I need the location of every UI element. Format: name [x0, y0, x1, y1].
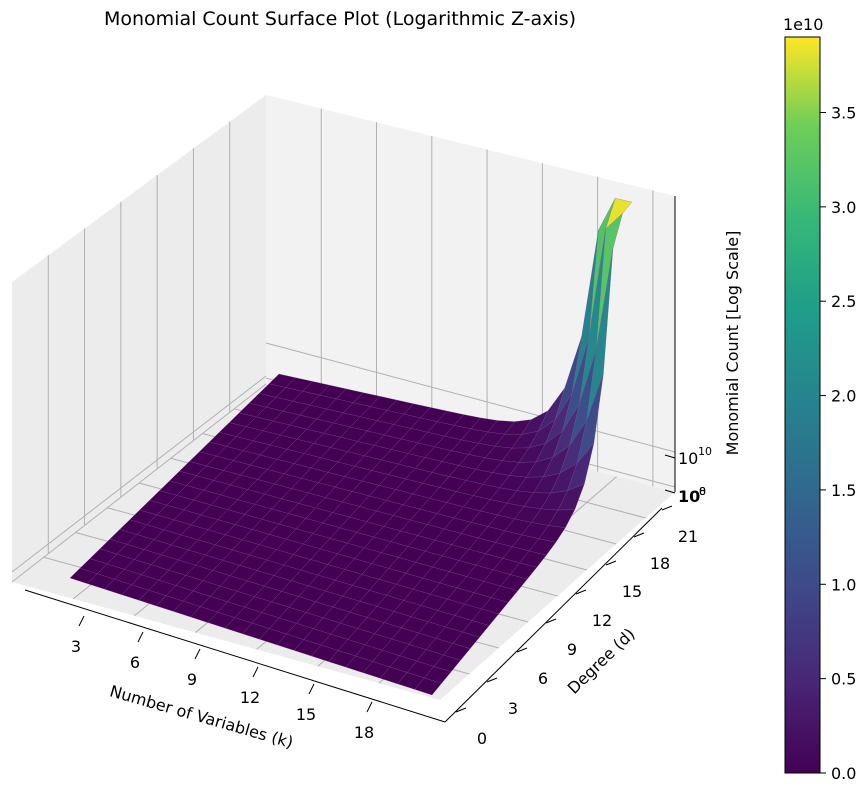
x-tick-mark — [366, 701, 373, 713]
y-tick-mark — [455, 707, 467, 713]
y-tick-mark — [516, 647, 528, 653]
chart-title: Monomial Count Surface Plot (Logarithmic… — [103, 8, 577, 30]
colorbar-tick-label: 2.5 — [831, 292, 856, 311]
colorbar-tick-label: 2.0 — [831, 387, 856, 406]
y-tick-label: 12 — [592, 611, 612, 630]
z-tick-exponent: 10 — [698, 445, 712, 458]
x-axis-label: Number of Variables (k) — [108, 681, 296, 752]
left-back-pane — [12, 95, 266, 582]
colorbar-tick-label: 0.5 — [831, 670, 856, 689]
y-tick-mark — [575, 589, 587, 595]
colorbar-tick-label: 0.0 — [831, 764, 856, 783]
z-tick-mark — [664, 489, 676, 494]
surface-patch — [414, 677, 442, 696]
y-tick-label: 3 — [508, 699, 518, 718]
x-tick-label: 15 — [296, 705, 316, 724]
y-tick-mark — [633, 532, 645, 538]
z-axis-label: Monomial Count [Log Scale] — [723, 231, 742, 456]
surface — [69, 198, 633, 696]
x-tick-label: 12 — [240, 688, 260, 707]
y-axis-line — [444, 507, 663, 723]
x-tick-label: 3 — [71, 637, 81, 656]
y-tick-mark — [661, 505, 673, 511]
y-tick-mark — [545, 618, 557, 624]
x-tick-label: 6 — [130, 653, 140, 672]
grid-line — [11, 375, 267, 573]
x-tick-mark — [194, 648, 201, 660]
grid-line — [265, 342, 676, 453]
z-tick-overlap-exp-8: 8 — [699, 485, 706, 498]
colorbar-tick-label: 3.5 — [831, 103, 856, 122]
z-tick-10e10: 10 10 — [678, 445, 712, 468]
z-tick-mark — [664, 454, 676, 459]
y-axis-label: Degree (d) — [564, 624, 639, 697]
z-tick-base: 10 — [678, 449, 698, 468]
y-tick-mark — [486, 677, 498, 683]
colorbar — [784, 36, 821, 774]
x-axis-line — [24, 589, 446, 723]
z-tick-overlap-exp-0: 0 — [699, 485, 706, 498]
x-tick-label: 9 — [187, 670, 197, 689]
x-tick-mark — [308, 683, 315, 695]
x-tick-mark — [252, 666, 259, 678]
y-tick-label: 21 — [678, 527, 698, 546]
x-tick-label: 18 — [354, 723, 374, 742]
z-tick-overlap: 10 0 8 — [678, 485, 706, 506]
x-tick-mark — [78, 615, 85, 627]
y-tick-label: 9 — [567, 640, 577, 659]
x-tick-mark — [137, 631, 144, 643]
colorbar-tick-label: 3.0 — [831, 198, 856, 217]
y-tick-mark — [605, 560, 617, 566]
colorbar-tick-label: 1.5 — [831, 481, 856, 500]
colorbar-offset-label: 1e10 — [783, 15, 823, 34]
y-tick-label: 6 — [538, 669, 548, 688]
z-tick-overlap-base: 10 — [678, 487, 700, 506]
y-tick-label: 0 — [477, 729, 487, 748]
colorbar-ticks: 0.0 0.5 1.0 1.5 2.0 2.5 3.0 3.5 — [820, 103, 856, 783]
y-tick-label: 15 — [622, 582, 642, 601]
colorbar-tick-label: 1.0 — [831, 575, 856, 594]
y-tick-label: 18 — [650, 554, 670, 573]
